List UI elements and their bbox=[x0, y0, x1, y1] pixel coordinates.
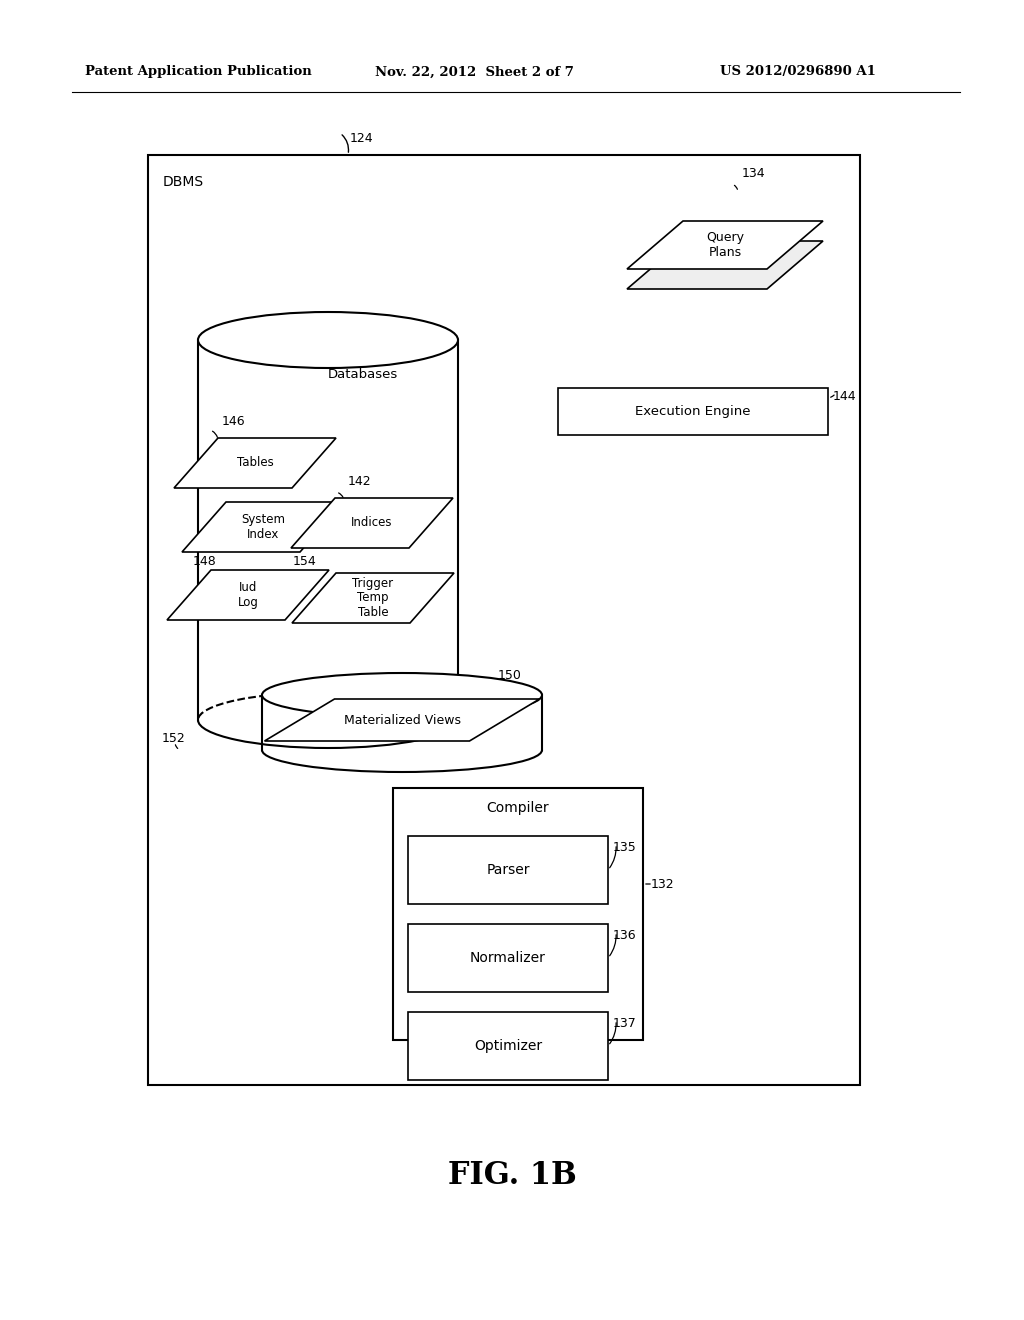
Polygon shape bbox=[264, 700, 540, 741]
Polygon shape bbox=[292, 573, 454, 623]
Text: Indices: Indices bbox=[351, 516, 393, 529]
Text: 150: 150 bbox=[498, 669, 522, 682]
Text: 146: 146 bbox=[222, 414, 246, 428]
Text: 124: 124 bbox=[350, 132, 374, 145]
Text: Databases: Databases bbox=[328, 368, 398, 381]
Ellipse shape bbox=[198, 312, 458, 368]
Polygon shape bbox=[627, 220, 823, 269]
Text: Trigger
Temp
Table: Trigger Temp Table bbox=[352, 577, 393, 619]
Text: FIG. 1B: FIG. 1B bbox=[447, 1159, 577, 1191]
Text: 134: 134 bbox=[742, 168, 766, 180]
Polygon shape bbox=[262, 696, 542, 750]
Text: Normalizer: Normalizer bbox=[470, 950, 546, 965]
Text: Materialized Views: Materialized Views bbox=[343, 714, 461, 726]
Polygon shape bbox=[408, 1012, 608, 1080]
Text: 142: 142 bbox=[348, 475, 372, 488]
Polygon shape bbox=[408, 836, 608, 904]
Text: 154: 154 bbox=[293, 554, 316, 568]
Polygon shape bbox=[408, 924, 608, 993]
Text: 144: 144 bbox=[833, 389, 857, 403]
Text: 152: 152 bbox=[162, 733, 185, 744]
Polygon shape bbox=[291, 498, 453, 548]
Text: Execution Engine: Execution Engine bbox=[635, 405, 751, 418]
Text: 148: 148 bbox=[193, 554, 217, 568]
Polygon shape bbox=[393, 788, 643, 1040]
Text: Compiler: Compiler bbox=[486, 801, 549, 814]
Text: US 2012/0296890 A1: US 2012/0296890 A1 bbox=[720, 66, 876, 78]
Text: DBMS: DBMS bbox=[163, 176, 204, 189]
Polygon shape bbox=[198, 341, 458, 719]
Text: Patent Application Publication: Patent Application Publication bbox=[85, 66, 311, 78]
Ellipse shape bbox=[262, 673, 542, 717]
Polygon shape bbox=[182, 502, 344, 552]
Text: 136: 136 bbox=[613, 929, 637, 942]
Text: Optimizer: Optimizer bbox=[474, 1039, 542, 1053]
Polygon shape bbox=[148, 154, 860, 1085]
Text: Tables: Tables bbox=[237, 457, 273, 470]
Polygon shape bbox=[627, 242, 823, 289]
Polygon shape bbox=[558, 388, 828, 436]
Polygon shape bbox=[167, 570, 329, 620]
Text: System
Index: System Index bbox=[241, 513, 285, 541]
Polygon shape bbox=[174, 438, 336, 488]
Text: 132: 132 bbox=[651, 878, 675, 891]
Text: 140: 140 bbox=[348, 312, 372, 325]
Text: Nov. 22, 2012  Sheet 2 of 7: Nov. 22, 2012 Sheet 2 of 7 bbox=[375, 66, 573, 78]
Text: Iud
Log: Iud Log bbox=[238, 581, 258, 609]
Text: 137: 137 bbox=[613, 1016, 637, 1030]
Text: 135: 135 bbox=[613, 841, 637, 854]
Text: Parser: Parser bbox=[486, 863, 529, 876]
Text: Query
Plans: Query Plans bbox=[706, 231, 744, 259]
